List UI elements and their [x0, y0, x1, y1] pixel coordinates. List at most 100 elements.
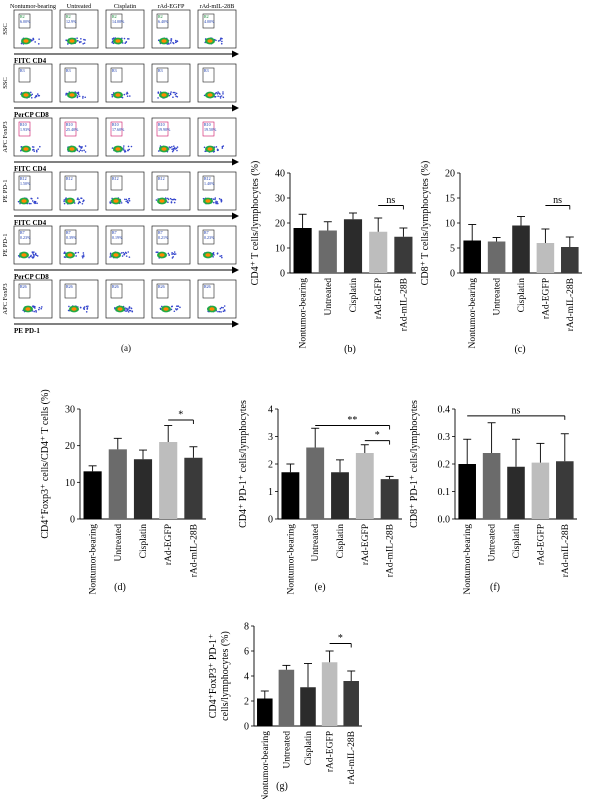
- flow-gate: [64, 13, 77, 29]
- flow-event-dot: [78, 198, 80, 201]
- panel-label: (d): [114, 582, 126, 593]
- flow-event-dot: [83, 149, 85, 152]
- flow-event-dot: [31, 149, 34, 151]
- flow-event-dot: [123, 253, 126, 256]
- y-tick-label: 4: [268, 405, 273, 416]
- flow-event-dot: [38, 306, 41, 309]
- flow-event-dot: [172, 253, 175, 255]
- flow-event-dot: [213, 254, 215, 256]
- panel-label: (c): [514, 344, 525, 355]
- flow-event-dot: [125, 200, 127, 203]
- flow-event-dot: [223, 305, 226, 307]
- flow-event-dot: [35, 309, 37, 312]
- flow-event-dot: [172, 148, 175, 150]
- flow-event-dot: [81, 202, 84, 205]
- flow-event-dot: [222, 145, 225, 147]
- flow-event-dot: [171, 257, 174, 259]
- flow-density-peak: [117, 307, 123, 311]
- bar: [159, 442, 178, 519]
- flow-event-dot: [157, 97, 159, 99]
- flow-event-dot: [157, 150, 160, 152]
- flow-event-dot: [173, 310, 176, 313]
- significance-label: *: [338, 633, 343, 644]
- flow-event-dot: [78, 145, 81, 147]
- flow-event-dot: [31, 93, 34, 96]
- flow-event-dot: [218, 92, 221, 95]
- flow-event-dot: [126, 201, 129, 204]
- flow-density-peak: [69, 147, 75, 151]
- flow-event-dot: [172, 41, 174, 44]
- flow-event-dot: [220, 95, 223, 97]
- significance-label: *: [375, 430, 380, 441]
- y-tick-label: 0.1: [438, 487, 451, 498]
- flow-gate-name: R2: [20, 14, 25, 19]
- y-tick-label: 0: [268, 515, 273, 526]
- y-tick-label: 0: [450, 269, 455, 280]
- bar: [482, 453, 501, 519]
- flow-event-dot: [168, 43, 170, 45]
- flow-arrowhead: [232, 266, 239, 274]
- flow-event-dot: [126, 95, 129, 97]
- flow-event-dot: [216, 202, 219, 205]
- flow-event-dot: [78, 150, 81, 153]
- flow-event-dot: [169, 42, 172, 44]
- flow-gate: [156, 67, 169, 83]
- flow-event-dot: [121, 96, 124, 99]
- flow-plot-frame: [59, 63, 99, 103]
- flow-event-dot: [220, 255, 223, 257]
- category-label: Cisplatin: [304, 731, 314, 766]
- flow-event-dot: [83, 306, 86, 308]
- flow-event-dot: [176, 40, 178, 42]
- bar: [487, 241, 506, 273]
- y-tick-label: 20: [65, 441, 75, 452]
- y-axis-label: CD8⁺ T cells/lymphocytes (%): [420, 161, 431, 286]
- flow-event-dot: [215, 200, 217, 203]
- flow-event-dot: [30, 197, 32, 200]
- flow-gate-name: R2: [112, 14, 117, 19]
- flow-event-dot: [31, 146, 34, 148]
- flow-gate-name: R3: [204, 68, 209, 73]
- flow-event-dot: [63, 202, 66, 205]
- flow-gate: [202, 13, 215, 29]
- flow-gate-name: R2: [158, 14, 163, 19]
- flow-event-dot: [38, 38, 40, 40]
- y-axis-label-line: cells/lymphocytes (%): [220, 631, 231, 721]
- category-label: Cisplatin: [517, 278, 527, 313]
- flow-event-dot: [219, 95, 221, 98]
- y-tick-label: 15: [445, 194, 455, 205]
- bar: [318, 230, 337, 273]
- flow-arrowhead: [232, 104, 239, 112]
- flow-event-dot: [128, 256, 131, 258]
- flow-event-dot: [176, 95, 179, 98]
- flow-event-dot: [127, 149, 129, 151]
- y-tick-label: 40: [275, 169, 285, 180]
- bar: [278, 669, 295, 726]
- flow-event-dot: [218, 197, 221, 200]
- flow-gate: [110, 13, 123, 29]
- flow-event-dot: [36, 93, 39, 95]
- flow-event-dot: [124, 150, 127, 153]
- flow-event-dot: [112, 37, 115, 40]
- flow-event-dot: [170, 39, 172, 42]
- flow-event-dot: [109, 202, 112, 204]
- y-tick-label: 0.0: [438, 515, 451, 526]
- flow-event-dot: [124, 149, 126, 152]
- flow-event-dot: [31, 256, 33, 258]
- flow-plot-frame: [151, 279, 191, 319]
- flow-event-dot: [220, 311, 222, 313]
- flow-event-dot: [34, 307, 36, 309]
- flow-event-dot: [80, 37, 82, 40]
- flow-event-dot: [74, 252, 77, 254]
- y-tick-label: 20: [275, 219, 285, 230]
- flow-event-dot: [170, 91, 172, 93]
- flow-density-peak: [161, 93, 167, 97]
- flow-event-dot: [84, 145, 87, 147]
- flow-event-dot: [220, 199, 222, 201]
- flow-event-dot: [222, 306, 224, 309]
- y-tick-label: 30: [275, 194, 285, 205]
- flow-event-dot: [77, 93, 80, 96]
- flow-event-dot: [216, 92, 219, 95]
- flow-event-dot: [126, 309, 129, 312]
